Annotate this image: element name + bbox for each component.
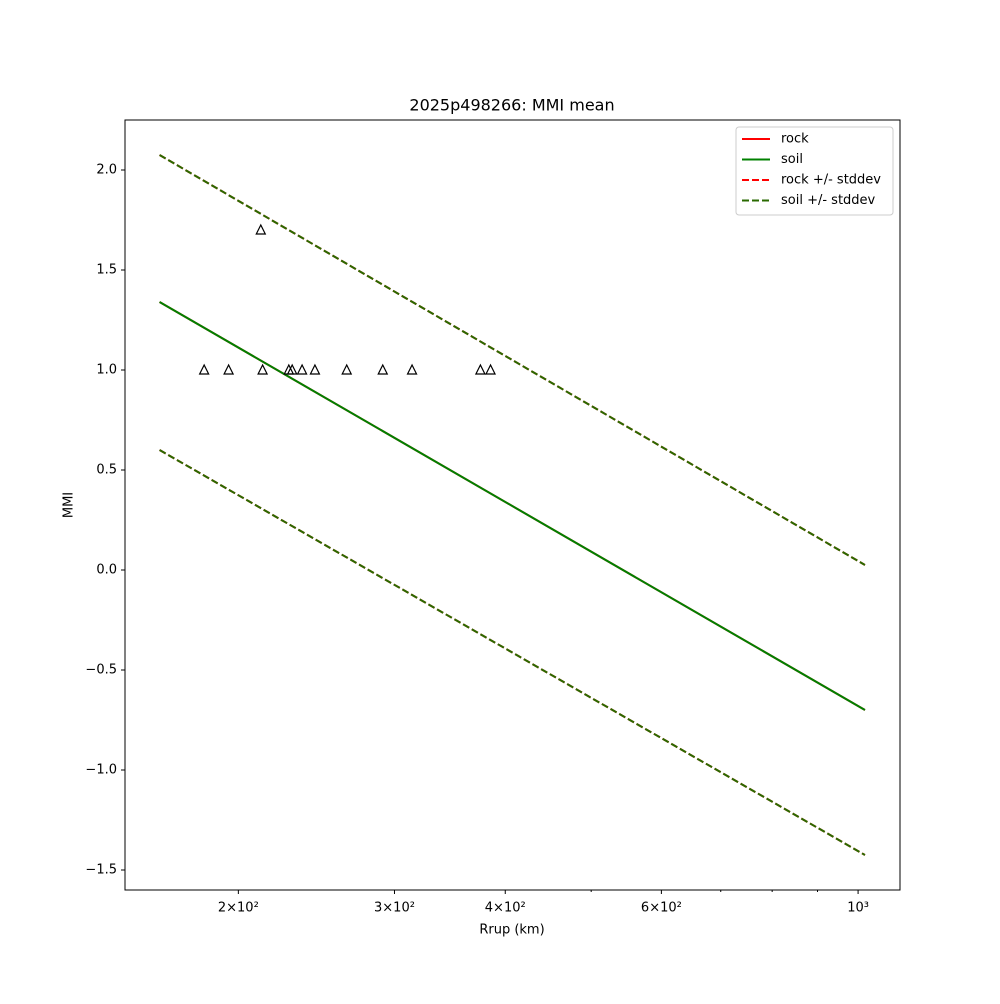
legend-label: soil +/- stddev	[781, 193, 876, 208]
data-point	[377, 363, 389, 375]
legend-box	[735, 126, 894, 216]
data-point	[255, 223, 267, 235]
x-tick-label: 10³	[847, 901, 869, 916]
plot-frame	[124, 119, 901, 891]
y-tick-label: −1.5	[85, 863, 117, 878]
y-tick-label: 2.0	[96, 163, 117, 178]
x-tick-label: 2×10²	[218, 901, 259, 916]
y-tick-label: 1.5	[96, 263, 117, 278]
legend-label: soil	[781, 152, 803, 167]
y-tick-label: 0.5	[96, 463, 117, 478]
series-line	[159, 301, 866, 711]
series-line	[159, 449, 866, 856]
data-point	[198, 363, 210, 375]
x-tick-label: 3×10²	[374, 901, 415, 916]
data-point	[223, 363, 235, 375]
data-point	[286, 363, 298, 375]
data-point	[485, 363, 497, 375]
x-tick-label: 4×10²	[485, 901, 526, 916]
y-tick-label: 1.0	[96, 363, 117, 378]
chart-title: 2025p498266: MMI mean	[409, 96, 614, 115]
x-tick-label: 6×10²	[641, 901, 682, 916]
y-tick-label: 0.0	[96, 563, 117, 578]
data-point	[296, 363, 308, 375]
series-line	[159, 154, 866, 566]
data-point	[474, 363, 486, 375]
legend-label: rock	[781, 132, 809, 147]
data-point	[406, 363, 418, 375]
legend-label: rock +/- stddev	[781, 173, 881, 188]
y-axis-label: MMI	[62, 492, 77, 518]
x-axis-label: Rrup (km)	[479, 923, 544, 938]
data-point	[257, 363, 269, 375]
data-point	[309, 363, 321, 375]
y-tick-label: −0.5	[85, 663, 117, 678]
y-tick-label: −1.0	[85, 763, 117, 778]
data-point	[341, 363, 353, 375]
